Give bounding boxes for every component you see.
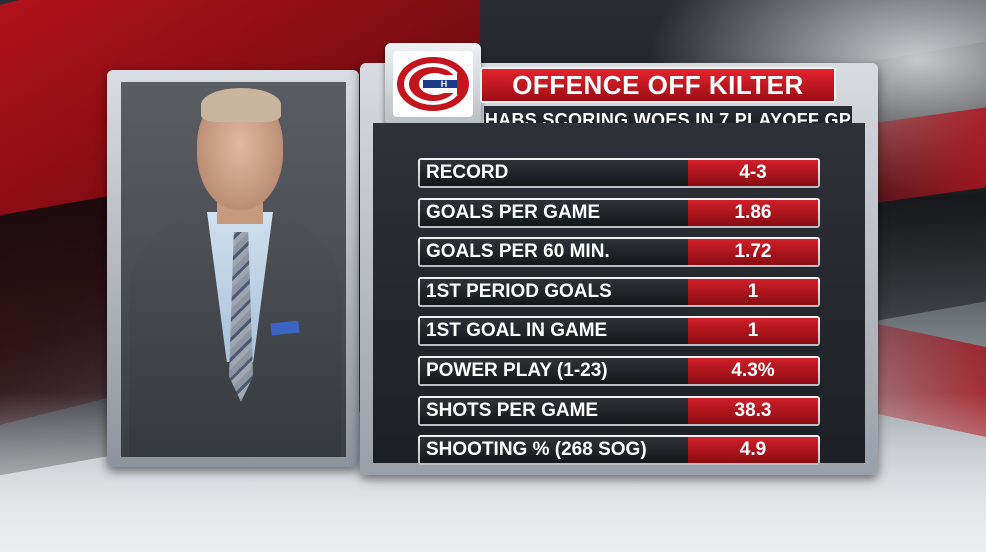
stat-row-power-play: POWER PLAY (1-23) 4.3% [418, 355, 820, 386]
stat-label: 1ST GOAL IN GAME [420, 318, 688, 345]
stat-value: 1 [688, 318, 818, 345]
stat-label: GOALS PER 60 MIN. [420, 239, 688, 266]
stat-label: SHOTS PER GAME [420, 397, 688, 424]
stat-value: 38.3 [688, 397, 818, 424]
stat-row-goals-per-game: GOALS PER GAME 1.86 [418, 197, 820, 228]
stat-value: 4.3% [688, 357, 818, 384]
team-logo-box: H [385, 43, 481, 125]
stat-label: SHOOTING % (268 SOG) [420, 437, 688, 464]
stat-label: GOALS PER GAME [420, 199, 688, 226]
canadiens-logo-icon: H [397, 57, 469, 111]
necktie [229, 232, 253, 402]
stat-row-shots-per-game: SHOTS PER GAME 38.3 [418, 395, 820, 426]
stat-value: 1.72 [688, 239, 818, 266]
coach-photo-frame [107, 70, 359, 467]
hair [201, 88, 281, 122]
graphic-title: OFFENCE OFF KILTER [480, 67, 836, 103]
stat-value: 4.9 [688, 437, 818, 464]
stat-label: RECORD [420, 160, 688, 186]
stat-row-1st-period-goals: 1ST PERIOD GOALS 1 [418, 276, 820, 307]
stat-row-goals-per-60: GOALS PER 60 MIN. 1.72 [418, 237, 820, 268]
stat-row-shooting-pct: SHOOTING % (268 SOG) 4.9 [418, 435, 820, 466]
stat-value: 4-3 [688, 160, 818, 186]
svg-text:H: H [441, 79, 448, 89]
stat-value: 1.86 [688, 199, 818, 226]
stat-row-record: RECORD 4-3 [418, 158, 820, 188]
stat-value: 1 [688, 278, 818, 305]
stats-panel-frame: H OFFENCE OFF KILTER HABS SCORING WOES I… [360, 43, 878, 475]
stat-label: POWER PLAY (1-23) [420, 357, 688, 384]
coach-photo [121, 82, 346, 457]
stat-label: 1ST PERIOD GOALS [420, 278, 688, 305]
stat-row-1st-goal-in-game: 1ST GOAL IN GAME 1 [418, 316, 820, 347]
stats-list: RECORD 4-3 GOALS PER GAME 1.86 GOALS PER… [418, 158, 820, 475]
